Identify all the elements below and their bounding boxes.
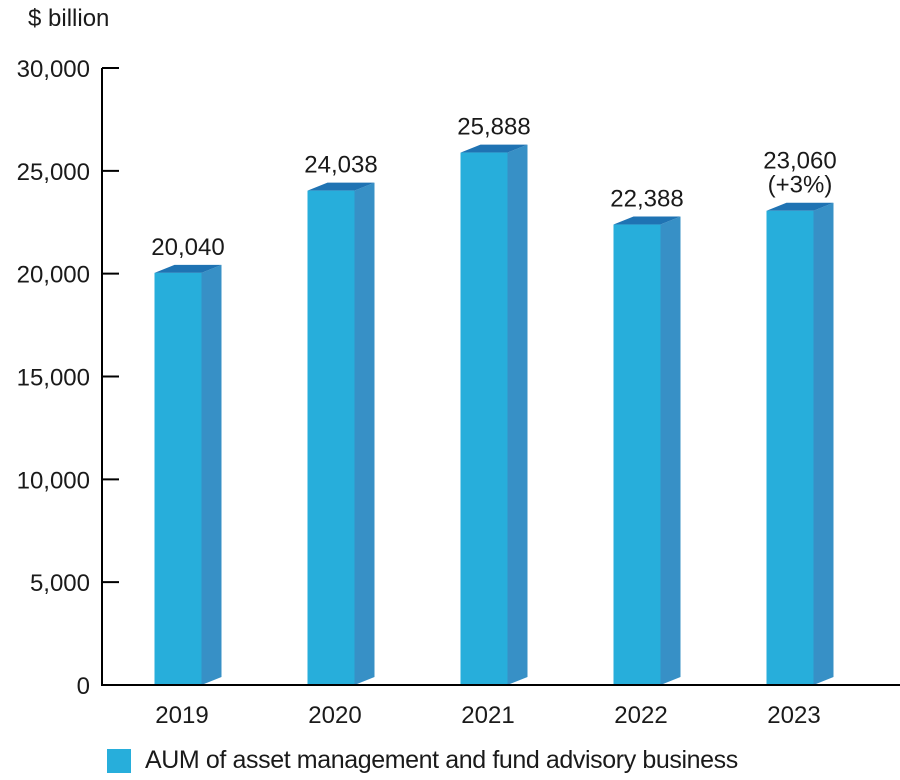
y-axis-label: $ billion bbox=[28, 5, 109, 32]
bar-top bbox=[154, 264, 222, 273]
x-tick-label: 2023 bbox=[767, 702, 820, 729]
bar-side bbox=[354, 182, 375, 685]
bar bbox=[613, 224, 661, 685]
y-tick-label: 15,000 bbox=[17, 365, 90, 392]
y-tick-label: 0 bbox=[77, 673, 90, 700]
bar-top bbox=[460, 144, 528, 153]
bar-top bbox=[766, 202, 834, 211]
y-tick-label: 25,000 bbox=[17, 159, 90, 186]
y-tick-label: 20,000 bbox=[17, 262, 90, 289]
data-annotation: (+3%) bbox=[768, 172, 833, 199]
data-label: 24,038 bbox=[304, 152, 377, 179]
bar-top bbox=[613, 216, 681, 225]
legend-label: AUM of asset management and fund advisor… bbox=[145, 746, 738, 774]
legend-swatch bbox=[107, 748, 131, 773]
x-tick-label: 2022 bbox=[614, 702, 667, 729]
y-tick-label: 5,000 bbox=[30, 570, 90, 597]
y-tick-label: 10,000 bbox=[17, 467, 90, 494]
bar-group bbox=[154, 264, 222, 685]
bar-side bbox=[201, 264, 222, 685]
data-label: 22,388 bbox=[610, 186, 683, 213]
bar-group bbox=[766, 202, 834, 685]
bar bbox=[766, 210, 814, 685]
bar-group bbox=[307, 182, 375, 685]
x-tick-label: 2021 bbox=[461, 702, 514, 729]
data-label: 23,060 bbox=[763, 148, 836, 175]
bar-side bbox=[507, 144, 528, 685]
bar bbox=[307, 190, 355, 685]
bar-group bbox=[460, 144, 528, 685]
x-tick-label: 2019 bbox=[155, 702, 208, 729]
bar bbox=[154, 272, 202, 685]
bar-group bbox=[613, 216, 681, 685]
bar-side bbox=[660, 216, 681, 685]
y-tick-label: 30,000 bbox=[17, 56, 90, 83]
data-label: 20,040 bbox=[151, 234, 224, 261]
legend: AUM of asset management and fund advisor… bbox=[107, 746, 738, 775]
x-tick-label: 2020 bbox=[308, 702, 361, 729]
data-label: 25,888 bbox=[457, 114, 530, 141]
bar-side bbox=[813, 202, 834, 685]
bar-top bbox=[307, 182, 375, 191]
bar bbox=[460, 152, 508, 685]
